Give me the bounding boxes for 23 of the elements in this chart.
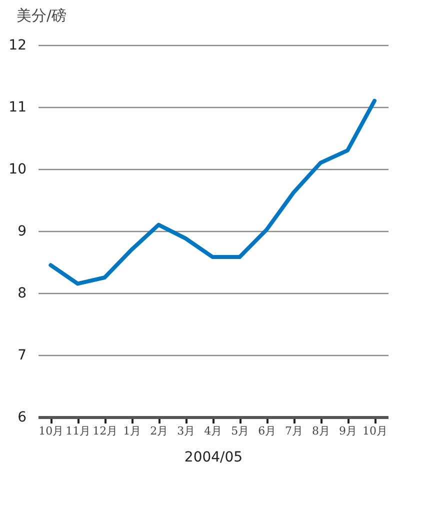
x-tick-label: 9月: [339, 424, 358, 438]
y-axis-title: 美分/磅: [16, 6, 67, 24]
x-tick-label: 3月: [177, 424, 196, 438]
x-tick-label: 4月: [204, 424, 222, 438]
x-tick-label: 2月: [150, 424, 168, 438]
x-tick-label: 5月: [231, 424, 250, 438]
y-tick-label: 7: [18, 348, 26, 364]
x-tick-label: 10月: [38, 424, 64, 438]
y-tick-label: 11: [8, 100, 26, 116]
x-tick-label: 12月: [92, 424, 118, 438]
y-tick-label: 12: [8, 38, 26, 54]
y-tick-label: 8: [18, 286, 26, 302]
x-tick-label: 8月: [312, 424, 330, 438]
y-tick-label: 6: [18, 410, 27, 426]
x-tick-label: 10月: [362, 424, 388, 438]
x-tick-label: 1月: [123, 424, 142, 438]
y-tick-label: 10: [8, 162, 26, 178]
x-tick-label: 6月: [258, 424, 276, 438]
line-series: [48, 98, 377, 286]
y-tick-label: 9: [18, 224, 26, 240]
x-axis-title: 2004/05: [184, 450, 243, 466]
x-tick-label: 11月: [66, 424, 91, 438]
x-tick-label: 7月: [285, 424, 304, 438]
